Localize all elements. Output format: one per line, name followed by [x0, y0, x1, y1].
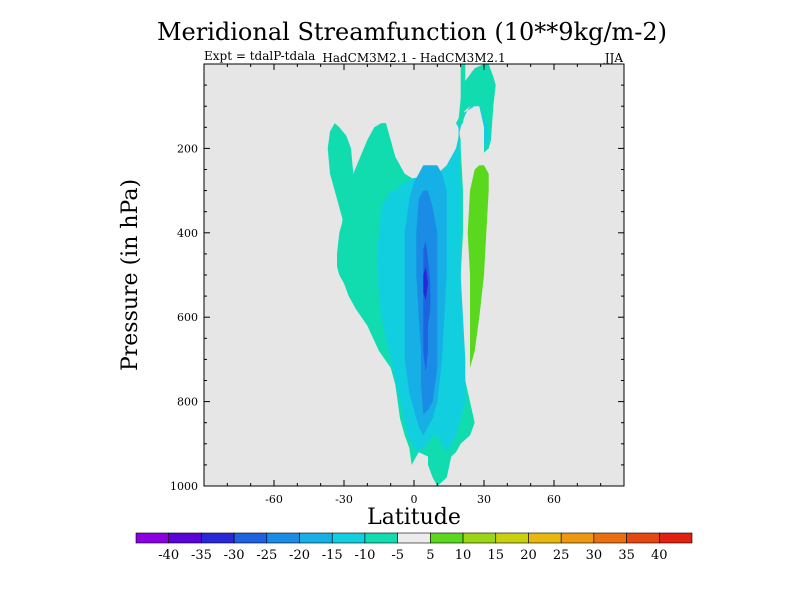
colorbar-label: -5: [391, 548, 404, 563]
plot-area: -60 -30 0 30 60 200 400 600 800 1000: [170, 63, 625, 506]
colorbar-swatch: [331, 532, 366, 544]
colorbar-swatch: [364, 532, 398, 544]
y-tick-label: 800: [177, 396, 198, 409]
experiment-label: Expt = tdalP-tdala: [204, 49, 315, 63]
colorbar-swatch: [462, 532, 497, 544]
colorbar-label: -10: [354, 548, 375, 563]
contour-positive-region: [467, 165, 489, 368]
contour-regions: [327, 64, 496, 486]
y-axis-label: Pressure (in hPa): [118, 179, 143, 371]
colorbar-swatch: [233, 532, 268, 544]
colorbar-label: -35: [191, 548, 212, 563]
colorbar-label: -40: [158, 548, 179, 563]
colorbar-swatch: [430, 532, 464, 544]
colorbar-swatch: [495, 532, 529, 544]
y-tick-label: 400: [177, 227, 198, 240]
x-axis-label: Latitude: [367, 505, 461, 530]
colorbar-swatch: [658, 532, 693, 544]
colorbar-label: 20: [520, 548, 537, 563]
x-tick-label: 30: [477, 493, 491, 506]
colorbar-swatch: [168, 532, 202, 544]
colorbar-label: -15: [322, 548, 343, 563]
colorbar-label: 15: [487, 548, 504, 563]
contour-region-6: [423, 266, 428, 301]
colorbar-label: 25: [553, 548, 570, 563]
x-tick-label: 0: [411, 493, 418, 506]
colorbar-swatch: [593, 532, 627, 544]
colorbar-label: 40: [651, 548, 668, 563]
colorbar-label: 5: [426, 548, 434, 563]
colorbar-swatch: [626, 532, 660, 544]
colorbar-swatch: [560, 532, 595, 544]
season-label: JJA: [603, 51, 624, 65]
y-tick-label: 1000: [170, 480, 198, 493]
colorbar-label: -30: [224, 548, 245, 563]
colorbar-swatch: [397, 532, 431, 544]
colorbar-label: 30: [586, 548, 603, 563]
y-tick-label: 200: [177, 142, 198, 155]
axis-ticks: -60 -30 0 30 60 200 400 600 800 1000: [170, 63, 625, 506]
colorbar-swatch: [201, 532, 235, 544]
x-tick-label: -60: [265, 493, 283, 506]
colorbar-label: -20: [289, 548, 310, 563]
colorbar: -40 -35 -30 -25 -20 -15 -10 -5 5 10 15 20 25 30 35 40: [135, 532, 693, 563]
colorbar-label: -25: [256, 548, 277, 563]
colorbar-swatch: [299, 532, 333, 544]
x-tick-label: 60: [547, 493, 561, 506]
colorbar-swatch: [135, 532, 170, 544]
colorbar-swatch: [266, 532, 300, 544]
y-tick-label: 600: [177, 311, 198, 324]
colorbar-swatch: [528, 532, 562, 544]
contour-upper-strip: [458, 64, 466, 124]
colorbar-label: 35: [618, 548, 635, 563]
x-tick-label: -30: [335, 493, 353, 506]
colorbar-label: 10: [455, 548, 472, 563]
contour-left-patch: [327, 123, 354, 242]
models-label: HadCM3M2.1 - HadCM3M2.1: [322, 51, 505, 65]
chart-title: Meridional Streamfunction (10**9kg/m-2): [157, 18, 667, 46]
